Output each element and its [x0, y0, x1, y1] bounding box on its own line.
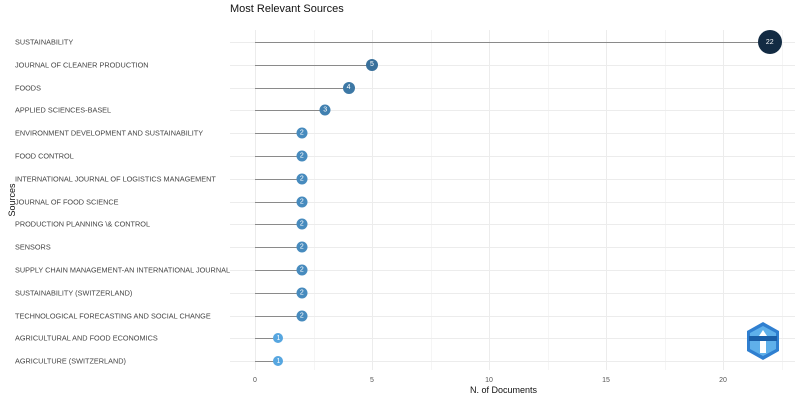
category-label: SUSTAINABILITY — [15, 37, 74, 47]
data-point: 4 — [342, 81, 355, 94]
grid-line-horizontal — [230, 315, 795, 317]
grid-line-vertical — [781, 30, 783, 370]
lollipop-stem — [255, 133, 302, 135]
category-label: FOODS — [15, 83, 41, 93]
chart-title: Most Relevant Sources — [230, 3, 344, 15]
data-point: 2 — [296, 264, 308, 276]
data-point: 2 — [296, 127, 308, 139]
lollipop-stem — [255, 270, 302, 271]
grid-line-vertical — [547, 30, 549, 370]
data-point: 22 — [757, 30, 782, 54]
grid-line-horizontal — [230, 338, 795, 340]
category-label: SUSTAINABILITY (SWITZERLAND) — [15, 288, 133, 298]
lollipop-stem — [255, 247, 302, 249]
category-label: SENSORS — [15, 242, 51, 252]
category-label: FOOD CONTROL — [15, 151, 74, 161]
grid-line-vertical — [430, 30, 432, 370]
lollipop-stem — [255, 87, 349, 89]
grid-line-vertical — [313, 30, 315, 370]
grid-line-horizontal — [230, 133, 795, 135]
lollipop-stem — [255, 110, 326, 112]
category-label: APPLIED SCIENCES-BASEL — [15, 105, 112, 115]
lollipop-stem — [255, 315, 302, 317]
grid-line-horizontal — [230, 110, 795, 112]
category-label: PRODUCTION PLANNING \& CONTROL — [15, 219, 151, 229]
lollipop-stem — [255, 156, 302, 157]
x-tick-label: 10 — [485, 377, 493, 384]
category-label: JOURNAL OF CLEANER PRODUCTION — [15, 60, 149, 70]
grid-line-horizontal — [230, 201, 795, 203]
grid-line-vertical — [255, 30, 256, 370]
category-label: INTERNATIONAL JOURNAL OF LOGISTICS MANAG… — [15, 174, 216, 184]
grid-line-vertical — [372, 30, 373, 370]
data-point: 2 — [296, 287, 308, 299]
data-point: 2 — [296, 218, 308, 230]
data-point: 5 — [366, 58, 378, 71]
x-tick-label: 5 — [370, 377, 374, 384]
lollipop-stem — [255, 361, 279, 363]
grid-line-horizontal — [230, 224, 795, 226]
x-axis-label: N. of Documents — [470, 385, 538, 395]
data-point: 2 — [296, 310, 308, 322]
lollipop-stem — [255, 178, 302, 180]
category-label: ENVIRONMENT DEVELOPMENT AND SUSTAINABILI… — [15, 128, 204, 138]
grid-line-horizontal — [230, 87, 795, 89]
grid-line-vertical — [723, 30, 724, 370]
grid-line-vertical — [664, 30, 666, 370]
data-point: 1 — [273, 356, 284, 367]
data-point: 1 — [273, 333, 284, 344]
data-point: 2 — [296, 196, 308, 208]
data-point: 2 — [296, 241, 308, 253]
category-label: JOURNAL OF FOOD SCIENCE — [15, 197, 119, 207]
category-label: TECHNOLOGICAL FORECASTING AND SOCIAL CHA… — [15, 311, 211, 321]
category-label: AGRICULTURE (SWITZERLAND) — [15, 356, 126, 366]
data-point: 3 — [319, 104, 331, 116]
lollipop-stem — [255, 338, 279, 340]
grid-line-horizontal — [230, 292, 795, 294]
lollipop-stem — [255, 224, 302, 226]
grid-line-horizontal — [230, 178, 795, 180]
grid-line-horizontal — [230, 270, 795, 271]
x-tick-label: 15 — [602, 377, 610, 384]
x-tick-label: 20 — [719, 377, 727, 384]
data-point: 2 — [296, 173, 308, 185]
x-tick-label: 0 — [253, 377, 257, 384]
lollipop-stem — [255, 64, 372, 66]
bibliometrix-logo-icon — [747, 322, 779, 360]
lollipop-stem — [255, 42, 770, 43]
grid-line-vertical — [489, 30, 490, 370]
grid-line-horizontal — [230, 361, 795, 363]
lollipop-stem — [255, 292, 302, 294]
grid-line-horizontal — [230, 64, 795, 66]
data-point: 2 — [296, 150, 308, 162]
lollipop-stem — [255, 201, 302, 203]
grid-line-horizontal — [230, 247, 795, 249]
grid-line-horizontal — [230, 156, 795, 157]
category-label: AGRICULTURAL AND FOOD ECONOMICS — [15, 333, 158, 343]
grid-line-vertical — [606, 30, 607, 370]
category-label: SUPPLY CHAIN MANAGEMENT-AN INTERNATIONAL… — [15, 265, 231, 275]
